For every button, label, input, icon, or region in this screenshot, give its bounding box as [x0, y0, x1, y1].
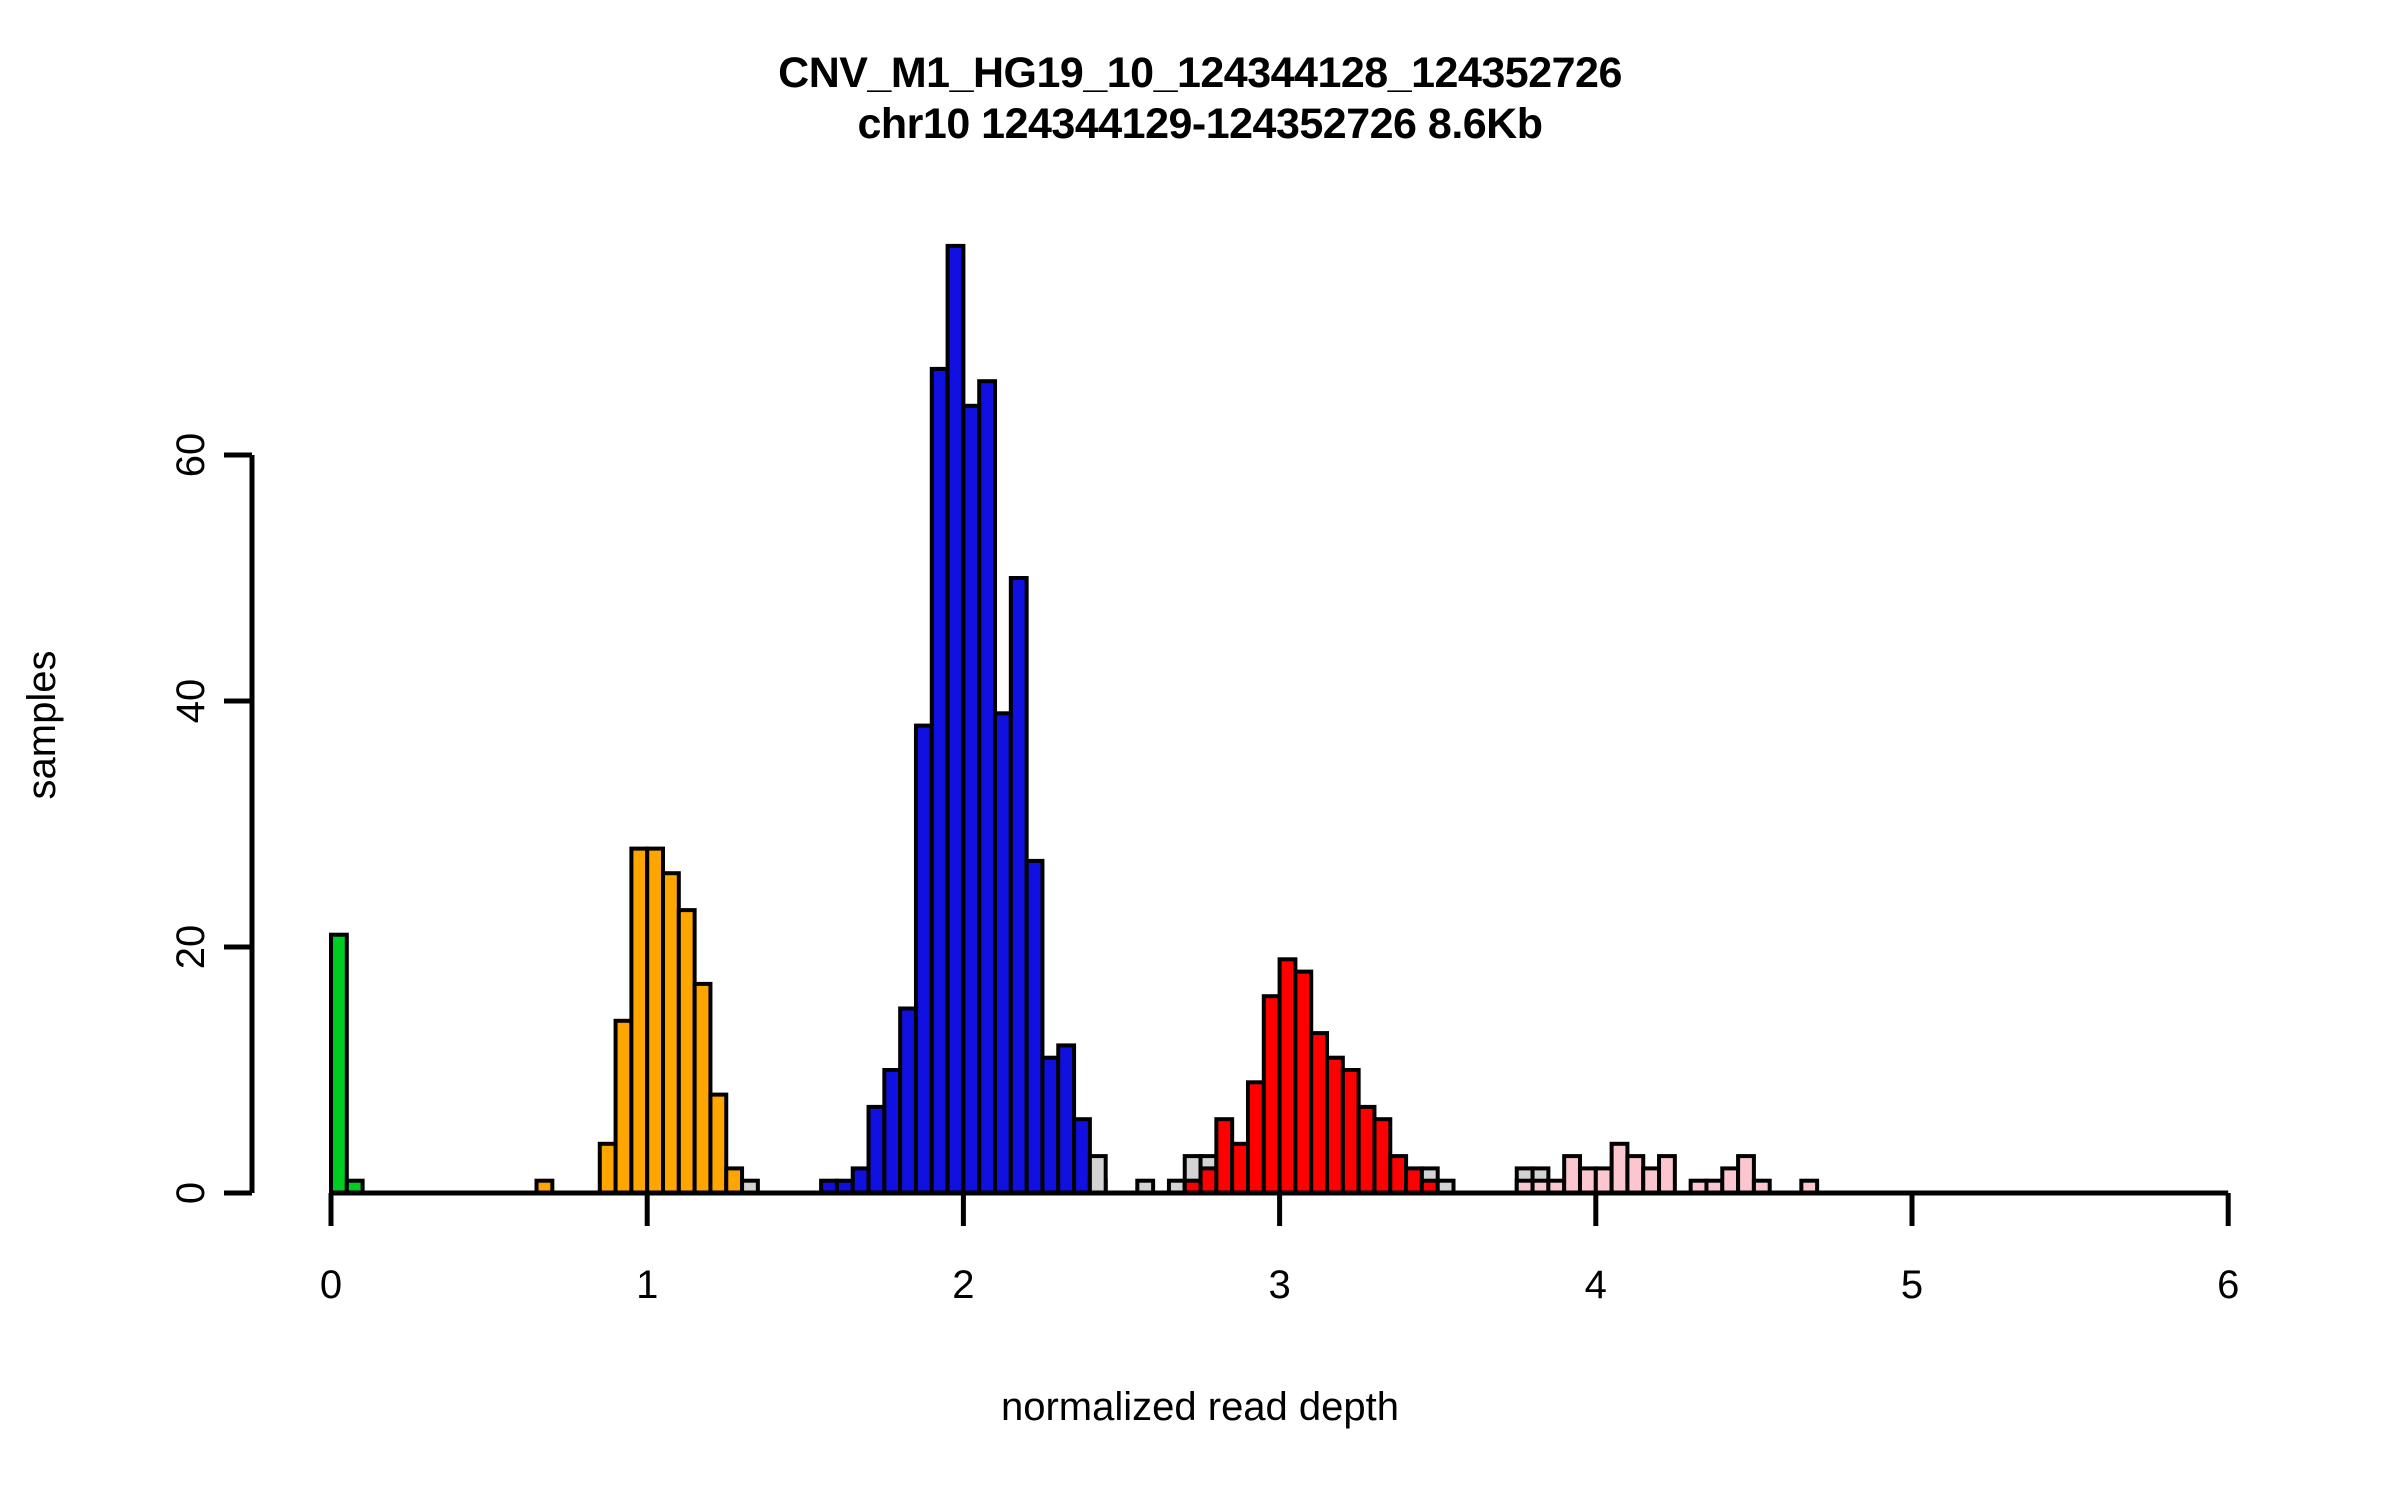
x-axis-tick-label: 3	[1268, 1263, 1290, 1307]
histogram-bar	[1388, 1154, 1409, 1195]
histogram-bar	[1325, 1055, 1345, 1195]
x-axis	[328, 1190, 2231, 1226]
histogram-bar	[882, 1068, 903, 1195]
histogram-bar	[1736, 1154, 1756, 1195]
histogram-bars-layer	[329, 243, 1820, 1196]
histogram-bar	[1641, 1166, 1662, 1196]
y-axis-tick-label: 20	[169, 925, 213, 970]
histogram-bar	[866, 1104, 887, 1196]
histogram-bar	[1625, 1154, 1646, 1195]
histogram-bar	[661, 871, 681, 1195]
histogram-bar	[1720, 1166, 1741, 1196]
y-axis-tick-labels: 0 20 40 60	[169, 433, 213, 1204]
histogram-bar	[629, 846, 650, 1195]
histogram-bar	[1404, 1166, 1424, 1196]
y-axis-tick-label: 0	[169, 1182, 213, 1204]
histogram-bar	[676, 908, 697, 1195]
x-axis-tick-label: 5	[1901, 1263, 1923, 1307]
histogram-bar	[645, 846, 666, 1195]
histogram-bar	[961, 403, 982, 1195]
x-axis-tick-label: 0	[320, 1263, 342, 1307]
histogram-bar	[1087, 1154, 1108, 1195]
histogram-bar	[913, 723, 934, 1195]
histogram-bar	[1562, 1154, 1582, 1195]
histogram-bar	[1261, 994, 1282, 1196]
histogram-bar	[929, 366, 950, 1195]
histogram-bar	[993, 711, 1013, 1195]
y-axis-tick-label: 60	[169, 433, 213, 478]
chart-title-line-1: CNV_M1_HG19_10_124344128_124352726	[778, 49, 1622, 97]
x-axis-tick-label: 2	[952, 1263, 974, 1307]
histogram-bar	[1593, 1166, 1614, 1196]
histogram-bar	[613, 1018, 634, 1195]
histogram-bar	[1293, 969, 1314, 1195]
histogram-bar	[1214, 1117, 1235, 1195]
histogram-bar	[1356, 1104, 1377, 1196]
histogram-bar	[708, 1092, 729, 1195]
histogram-bar	[1609, 1141, 1630, 1196]
histogram-bar	[1372, 1117, 1393, 1195]
x-axis-title: normalized read depth	[1000, 1385, 1400, 1429]
histogram-bar	[1577, 1166, 1598, 1196]
y-axis	[224, 452, 255, 1196]
histogram-bar	[1340, 1068, 1361, 1195]
histogram-bar	[724, 1166, 745, 1196]
histogram-bar	[1309, 1031, 1330, 1195]
histogram-bar	[1072, 1117, 1092, 1195]
x-axis-tick-label: 6	[2217, 1263, 2239, 1307]
histogram-bar	[1230, 1141, 1250, 1196]
histogram-bar	[1040, 1055, 1061, 1195]
x-axis-tick-label: 4	[1585, 1263, 1607, 1307]
histogram-bar	[329, 932, 349, 1195]
x-axis-tick-labels: 0 1 2 3 4 5 6	[320, 1263, 2239, 1307]
chart-title-block: CNV_M1_HG19_10_124344128_124352726 chr10…	[0, 48, 2400, 149]
histogram-bar	[1056, 1043, 1077, 1196]
histogram-bar	[692, 981, 713, 1196]
histogram-bar	[898, 1006, 918, 1195]
histogram-bar	[1245, 1080, 1266, 1196]
chart-title-line-2: chr10 124344129-124352726 8.6Kb	[857, 99, 1543, 148]
histogram-bar	[977, 379, 998, 1195]
histogram-bar	[1024, 858, 1045, 1196]
y-axis-tick-label: 40	[169, 679, 213, 724]
histogram-bar	[850, 1166, 871, 1196]
x-axis-tick-label: 1	[636, 1263, 658, 1307]
histogram-bar	[1657, 1154, 1677, 1195]
histogram-bar	[945, 243, 966, 1195]
histogram-bar	[597, 1141, 618, 1196]
histogram-bar	[1198, 1166, 1219, 1196]
histogram-bar	[1008, 576, 1029, 1195]
histogram-bar	[1277, 957, 1298, 1195]
